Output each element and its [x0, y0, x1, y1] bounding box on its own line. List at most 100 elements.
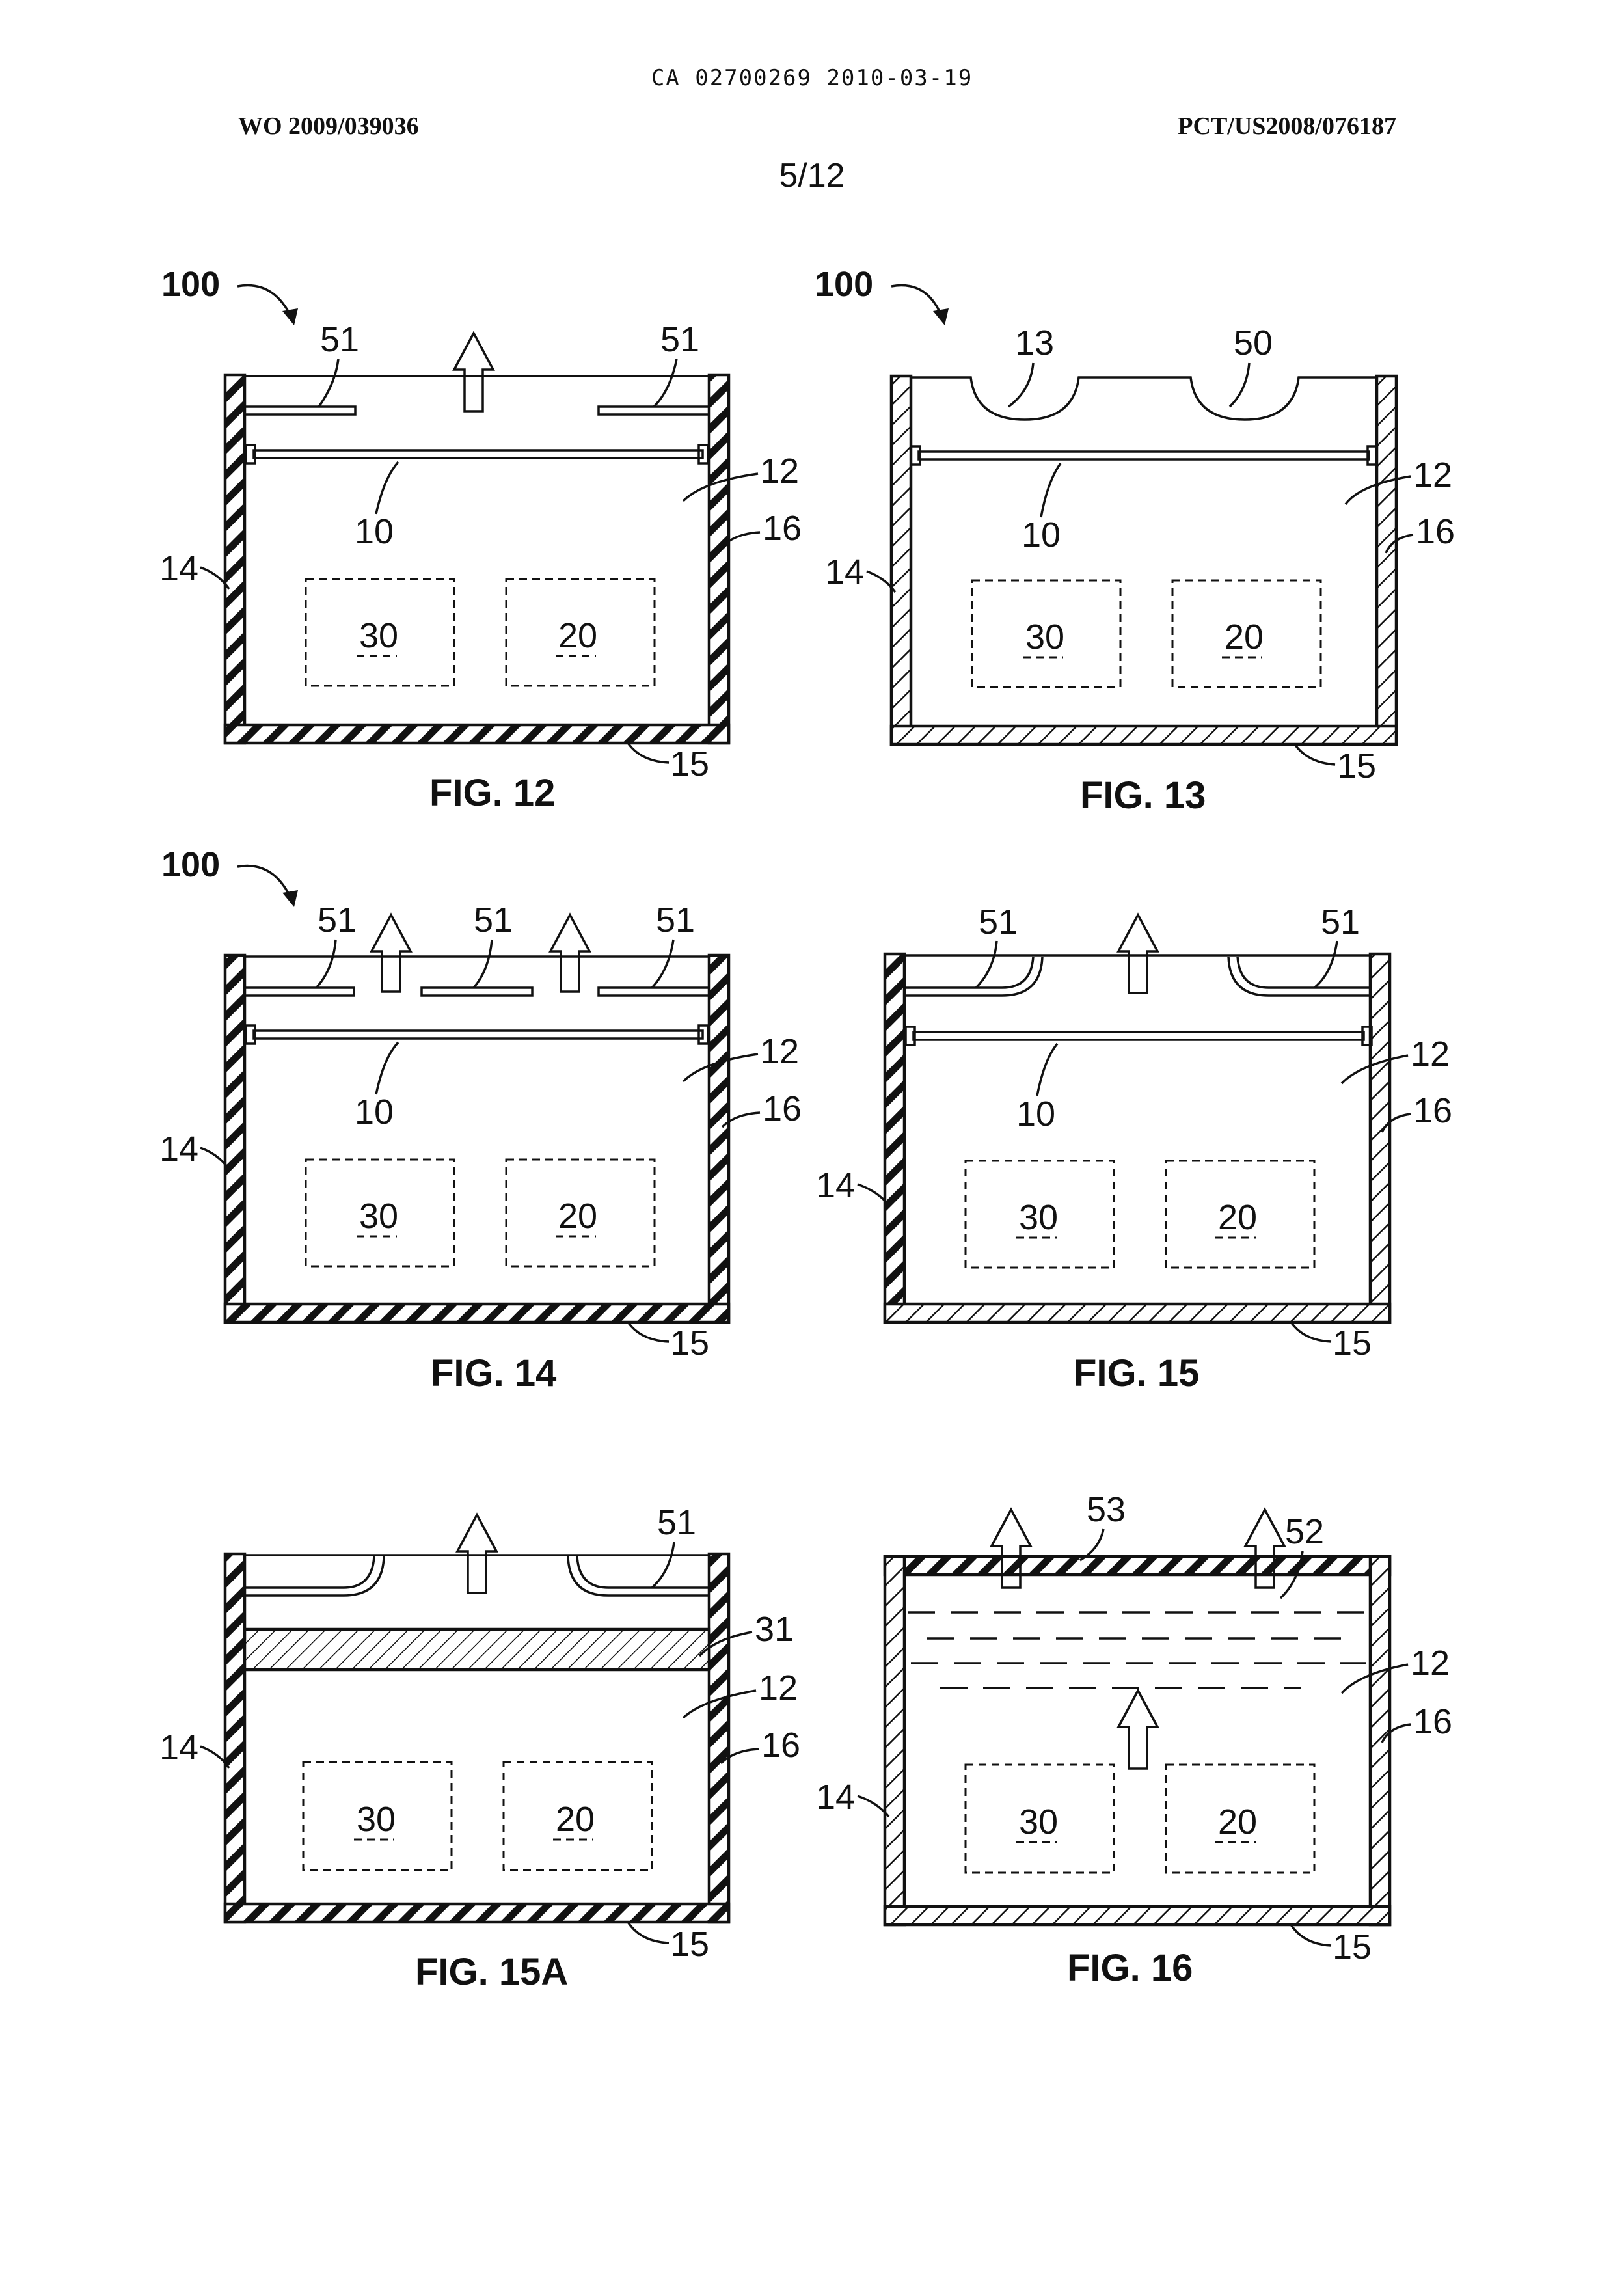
- ref-51-label-right: 51: [1321, 903, 1360, 942]
- left-wall-14: [885, 954, 904, 1322]
- exhaust-arrow: [457, 1515, 496, 1593]
- membrane-10: [919, 452, 1369, 459]
- ref-14-label: 14: [816, 1778, 855, 1817]
- vent-flap-left: [245, 407, 355, 414]
- right-wall-16: [709, 375, 729, 743]
- ref-16-label: 16: [761, 1726, 800, 1765]
- ref-15-label: 15: [1337, 746, 1376, 785]
- ref-12-label: 12: [1411, 1035, 1450, 1074]
- ref-15-label: 15: [670, 1925, 709, 1964]
- ref-15-label: 15: [1333, 1324, 1372, 1363]
- ref-10-label: 10: [1016, 1094, 1055, 1134]
- ref-20-label: 20: [556, 1800, 595, 1839]
- right-wall-16: [1370, 1556, 1390, 1925]
- ref-10-label: 10: [355, 1093, 394, 1132]
- ref-30-label: 30: [357, 1800, 396, 1839]
- curved-vent-left: [904, 957, 1033, 988]
- vent-flap-left: [245, 988, 354, 996]
- ref-14-label: 14: [816, 1166, 855, 1205]
- figure-14: 100 30 20 51 51 51 10 12 16 14 15: [159, 845, 802, 1394]
- vent-flap-right: [599, 988, 709, 996]
- ref-13-label: 13: [1015, 323, 1054, 362]
- ref-15-label: 15: [670, 744, 709, 783]
- ref-51-label: 51: [657, 1503, 696, 1542]
- figure-12-caption: FIG. 12: [429, 772, 555, 814]
- ref-15-label: 15: [1333, 1927, 1372, 1966]
- ref-51-label-right: 51: [660, 320, 699, 359]
- ref-20-label: 20: [1218, 1198, 1257, 1237]
- figure-16: 30 20 53 52 12 16 14 15 FIG. 16: [816, 1490, 1452, 1989]
- ref-20-label: 20: [558, 616, 597, 655]
- exhaust-arrow: [454, 333, 493, 411]
- vent-flap-right: [599, 407, 709, 414]
- ref-53-label: 53: [1087, 1490, 1126, 1529]
- bottom-wall-15: [225, 1304, 729, 1322]
- ref-16-label: 16: [1413, 1091, 1452, 1130]
- top-flexible-wall-13: [911, 377, 1377, 420]
- figure-14-caption: FIG. 14: [431, 1352, 556, 1394]
- right-wall-16: [1370, 954, 1390, 1322]
- ref-12-label: 12: [1413, 455, 1452, 495]
- figure-15: 30 20 51 51 10 12 16 14 15 FIG. 15: [816, 903, 1452, 1394]
- ref-16-label: 16: [763, 509, 802, 548]
- left-wall-14: [891, 376, 911, 744]
- right-wall-16: [709, 1554, 729, 1922]
- ref-30-label: 30: [359, 1197, 398, 1236]
- ref-51-label-left: 51: [318, 901, 357, 940]
- figure-15-caption: FIG. 15: [1074, 1352, 1199, 1394]
- ref-16-label: 16: [763, 1089, 802, 1128]
- exhaust-arrow-left: [372, 915, 411, 992]
- ref-100-arrowhead: [282, 308, 298, 325]
- ref-12-label: 12: [1411, 1644, 1450, 1683]
- membrane-10: [254, 1031, 703, 1039]
- bottom-wall-15: [891, 726, 1396, 744]
- gas-region-52: [908, 1612, 1367, 1688]
- right-wall-16: [1377, 376, 1396, 744]
- membrane-10: [914, 1032, 1364, 1040]
- left-wall-14: [885, 1556, 904, 1925]
- ref-52-label: 52: [1285, 1512, 1324, 1551]
- ref-50-label: 50: [1234, 323, 1273, 362]
- layer-31: [245, 1629, 709, 1670]
- ref-100-label: 100: [161, 845, 220, 884]
- ref-12-label: 12: [760, 1032, 799, 1071]
- ref-30-label: 30: [359, 616, 398, 655]
- ref-30-label: 30: [1019, 1198, 1058, 1237]
- bottom-wall-15: [225, 1904, 729, 1922]
- ref-30-label: 30: [1019, 1802, 1058, 1841]
- ref-100-label: 100: [161, 265, 220, 304]
- figure-13-caption: FIG. 13: [1080, 774, 1206, 817]
- ref-51-label-right: 51: [656, 901, 695, 940]
- ref-10-label: 10: [355, 512, 394, 551]
- left-wall-14: [225, 375, 245, 743]
- left-wall-14: [225, 1554, 245, 1922]
- bottom-wall-15: [885, 1304, 1390, 1322]
- ref-14-label: 14: [159, 1130, 198, 1169]
- ref-30-label: 30: [1025, 618, 1064, 657]
- exhaust-arrow: [1118, 915, 1157, 993]
- ref-20-label: 20: [1225, 618, 1264, 657]
- ref-15-label: 15: [670, 1324, 709, 1363]
- bottom-wall-15: [885, 1907, 1390, 1925]
- ref-10-label: 10: [1022, 515, 1061, 554]
- ref-16-label: 16: [1413, 1702, 1452, 1741]
- ref-100-label: 100: [815, 265, 873, 304]
- curved-vent-left: [245, 1556, 374, 1588]
- ref-14-label: 14: [825, 552, 864, 591]
- figure-13: 100 30 20 13 50 10 12 16 14 15 FIG. 13: [815, 265, 1455, 817]
- ref-51-label-left: 51: [320, 320, 359, 359]
- ref-14-label: 14: [159, 549, 198, 588]
- ref-16-label: 16: [1416, 512, 1455, 551]
- ref-14-label: 14: [159, 1728, 198, 1767]
- ref-20-label: 20: [558, 1197, 597, 1236]
- ref-20-label: 20: [1218, 1802, 1257, 1841]
- curved-vent-right: [577, 1556, 709, 1588]
- vent-flap-middle: [422, 988, 532, 996]
- figure-15a-caption: FIG. 15A: [415, 1951, 568, 1993]
- exhaust-arrow-right: [550, 915, 589, 992]
- ref-51-label-left: 51: [979, 903, 1018, 942]
- ref-31-label: 31: [755, 1610, 794, 1649]
- membrane-10: [254, 450, 703, 458]
- figure-15a: 30 20 51 31 12 16 14 15 FIG. 15A: [159, 1503, 800, 1993]
